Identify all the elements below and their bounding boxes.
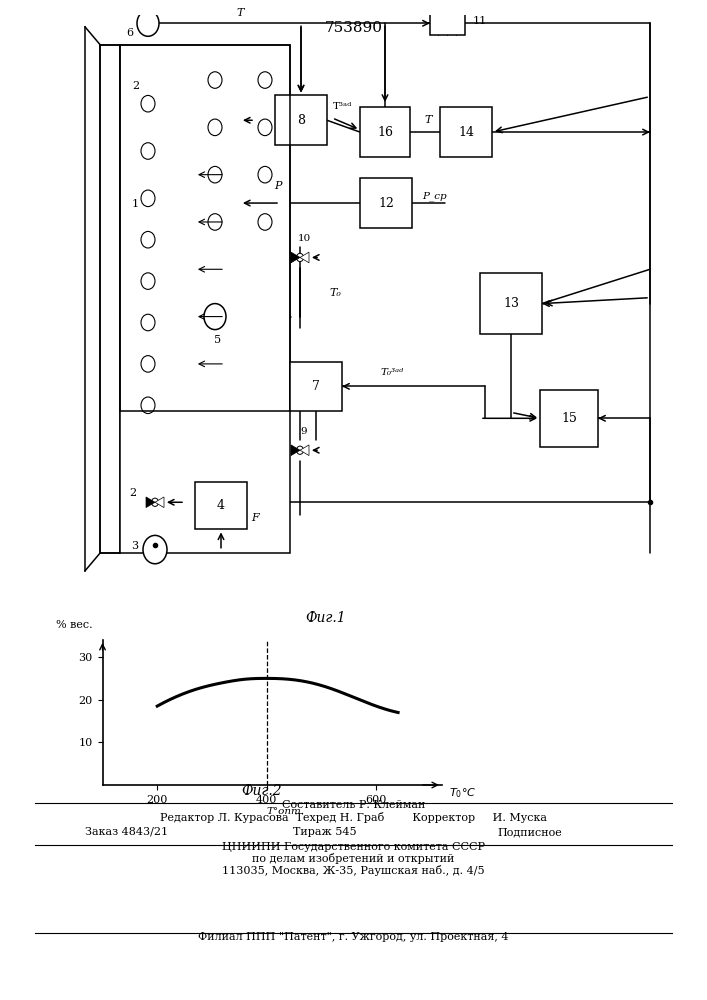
Circle shape (141, 356, 155, 372)
Bar (430, 11, 465, 35)
Text: Фиг.2: Фиг.2 (241, 784, 282, 798)
Polygon shape (155, 497, 164, 508)
Text: Редактор Л. Курасова  Техред Н. Граб        Корректор     И. Муска: Редактор Л. Курасова Техред Н. Граб Корр… (160, 812, 547, 823)
Text: F: F (251, 513, 259, 523)
Circle shape (141, 314, 155, 331)
Circle shape (141, 143, 155, 159)
Text: 11: 11 (473, 16, 487, 26)
Text: 8: 8 (297, 114, 305, 127)
Bar (360, 178, 412, 228)
Text: 2: 2 (132, 81, 139, 91)
Circle shape (208, 214, 222, 230)
Circle shape (208, 119, 222, 136)
Text: T: T (424, 115, 432, 125)
Bar (120, 45, 290, 411)
Text: % вес.: % вес. (56, 620, 93, 630)
Circle shape (204, 304, 226, 330)
Text: Филиал ППП "Патент", г. Ужгород, ул. Проектная, 4: Филиал ППП "Патент", г. Ужгород, ул. Про… (198, 932, 509, 942)
Circle shape (137, 10, 159, 36)
Text: Тираж 545: Тираж 545 (293, 827, 357, 837)
Text: по делам изобретений и открытий: по делам изобретений и открытий (252, 853, 455, 864)
Circle shape (296, 253, 303, 262)
Circle shape (258, 72, 272, 88)
Text: 6: 6 (127, 28, 134, 38)
Text: 13: 13 (503, 297, 519, 310)
Bar (540, 390, 598, 447)
Text: 16: 16 (377, 126, 393, 139)
Text: Фиг.1: Фиг.1 (305, 611, 346, 625)
Text: T₀: T₀ (329, 288, 341, 298)
Circle shape (151, 498, 158, 506)
Text: 12: 12 (378, 197, 394, 210)
Circle shape (296, 446, 303, 454)
Text: P: P (274, 181, 282, 191)
Circle shape (141, 190, 155, 207)
Text: T: T (236, 8, 244, 18)
Text: T₀³ᵃᵈ: T₀³ᵃᵈ (380, 368, 404, 377)
Bar (480, 273, 542, 334)
Text: 14: 14 (458, 126, 474, 139)
Text: Подписное: Подписное (498, 827, 563, 837)
Circle shape (208, 166, 222, 183)
Bar (360, 107, 410, 157)
Text: Заказ 4843/21: Заказ 4843/21 (85, 827, 168, 837)
Bar (195, 482, 247, 529)
Circle shape (258, 119, 272, 136)
Text: $T_0{°}C$: $T_0{°}C$ (449, 787, 476, 800)
Circle shape (208, 72, 222, 88)
Text: T°опт.: T°опт. (267, 807, 305, 816)
Circle shape (141, 273, 155, 289)
Polygon shape (146, 497, 155, 508)
Text: 1: 1 (132, 199, 139, 209)
Text: Р_ср: Р_ср (421, 191, 446, 201)
Circle shape (258, 166, 272, 183)
Polygon shape (300, 445, 309, 456)
Circle shape (141, 397, 155, 414)
Text: 15: 15 (561, 412, 577, 425)
Polygon shape (291, 445, 300, 456)
Text: 753890: 753890 (325, 21, 382, 35)
Text: 2: 2 (129, 488, 136, 498)
Text: 9: 9 (300, 427, 308, 436)
Polygon shape (300, 252, 309, 263)
Bar (440, 107, 492, 157)
Circle shape (258, 214, 272, 230)
Text: Составитель Р. Клейман: Составитель Р. Клейман (282, 800, 425, 810)
Circle shape (141, 95, 155, 112)
Text: 3: 3 (132, 541, 139, 551)
Circle shape (141, 231, 155, 248)
Bar (275, 95, 327, 145)
Bar (120, 45, 290, 553)
Polygon shape (291, 252, 300, 263)
Text: 5: 5 (214, 335, 221, 345)
Text: 7: 7 (312, 380, 320, 393)
Text: ЦНИИПИ Государственного комитета СССР: ЦНИИПИ Государственного комитета СССР (222, 842, 485, 852)
Bar (195, 151, 250, 411)
Text: 113035, Москва, Ж-35, Раушская наб., д. 4/5: 113035, Москва, Ж-35, Раушская наб., д. … (222, 865, 485, 876)
Bar (290, 362, 342, 411)
Text: 4: 4 (217, 499, 225, 512)
Text: T³ᵃᵈ: T³ᵃᵈ (333, 102, 353, 111)
Text: 10: 10 (298, 234, 310, 243)
Circle shape (143, 535, 167, 564)
